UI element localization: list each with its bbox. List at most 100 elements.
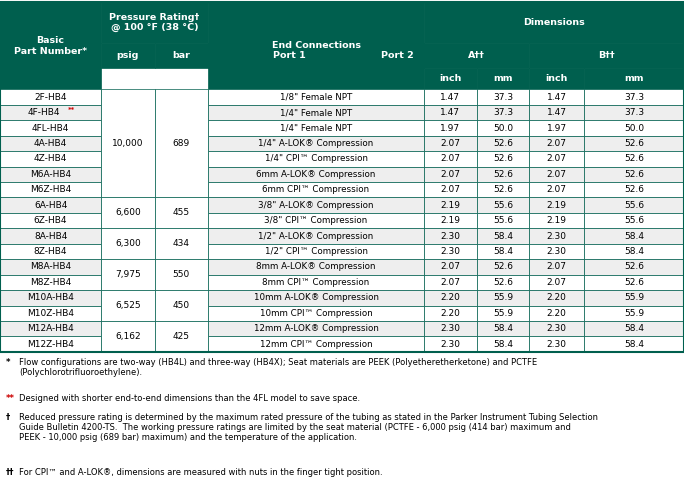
Bar	[424, 290, 477, 306]
Text: 10mm CPI™ Compression: 10mm CPI™ Compression	[260, 309, 372, 318]
Bar	[529, 120, 584, 136]
Bar	[0, 2, 101, 90]
Text: 4FL-HB4: 4FL-HB4	[32, 123, 69, 133]
Text: 52.6: 52.6	[624, 278, 644, 287]
Bar	[0, 290, 101, 306]
Text: 2.30: 2.30	[440, 340, 460, 348]
Text: For CPI™ and A-LOK®, dimensions are measured with nuts in the finger tight posit: For CPI™ and A-LOK®, dimensions are meas…	[19, 468, 383, 477]
Bar	[101, 259, 155, 290]
Text: 1/2" CPI™ Compression: 1/2" CPI™ Compression	[265, 247, 367, 256]
Text: 2.19: 2.19	[440, 201, 460, 210]
Bar	[424, 244, 477, 259]
Bar	[0, 182, 101, 198]
Bar	[584, 228, 684, 244]
Text: 455: 455	[172, 208, 190, 217]
Text: End Connections: End Connections	[272, 41, 360, 51]
Text: 2.07: 2.07	[440, 278, 460, 287]
Bar	[208, 151, 424, 167]
Text: 2.30: 2.30	[547, 324, 567, 333]
Text: 3/8" A-LOK® Compression: 3/8" A-LOK® Compression	[259, 201, 373, 210]
Text: 1.47: 1.47	[547, 108, 567, 117]
Text: 6mm A-LOK® Compression: 6mm A-LOK® Compression	[256, 170, 376, 179]
Bar	[477, 290, 529, 306]
Text: ††: ††	[5, 468, 14, 477]
Bar	[0, 90, 101, 105]
Bar	[0, 167, 101, 182]
Text: 52.6: 52.6	[624, 139, 644, 148]
Text: 425: 425	[173, 332, 189, 341]
Text: 52.6: 52.6	[493, 263, 513, 271]
Bar	[584, 290, 684, 306]
Text: 50.0: 50.0	[624, 123, 644, 133]
Text: **: **	[68, 107, 75, 113]
Bar	[101, 90, 155, 198]
Text: 52.6: 52.6	[624, 170, 644, 179]
Bar	[529, 151, 584, 167]
Bar	[0, 105, 101, 120]
Bar	[0, 228, 101, 244]
Text: Basic
Part Number*: Basic Part Number*	[14, 36, 87, 55]
Text: 2.20: 2.20	[440, 309, 460, 318]
Text: 52.6: 52.6	[493, 170, 513, 179]
Text: 1/4" CPI™ Compression: 1/4" CPI™ Compression	[265, 154, 367, 163]
Text: mm: mm	[493, 74, 513, 83]
Bar	[529, 42, 684, 68]
Bar	[477, 228, 529, 244]
Text: 55.9: 55.9	[493, 309, 513, 318]
Bar	[584, 306, 684, 321]
Bar	[208, 259, 424, 275]
Text: 10,000: 10,000	[112, 139, 144, 148]
Bar	[529, 198, 584, 213]
Bar	[208, 42, 371, 68]
Text: 450: 450	[172, 301, 190, 310]
Text: 2.19: 2.19	[440, 216, 460, 225]
Bar	[208, 136, 424, 151]
Bar	[0, 213, 101, 228]
Text: 52.6: 52.6	[624, 263, 644, 271]
Text: 58.4: 58.4	[624, 340, 644, 348]
Bar	[155, 321, 208, 352]
Bar	[477, 120, 529, 136]
Text: 58.4: 58.4	[493, 324, 513, 333]
Text: Port 2: Port 2	[381, 51, 414, 60]
Text: 2.07: 2.07	[440, 185, 460, 194]
Bar	[0, 2, 684, 352]
Bar	[155, 198, 208, 228]
Bar	[584, 105, 684, 120]
Text: **: **	[5, 394, 14, 403]
Bar	[155, 90, 208, 198]
Bar	[424, 42, 529, 68]
Text: 6mm CPI™ Compression: 6mm CPI™ Compression	[263, 185, 369, 194]
Bar	[208, 321, 424, 336]
Bar	[477, 244, 529, 259]
Text: 37.3: 37.3	[624, 93, 644, 102]
Text: 2.07: 2.07	[440, 170, 460, 179]
Text: 2.19: 2.19	[547, 216, 567, 225]
Bar	[529, 321, 584, 336]
Text: M12Z-HB4: M12Z-HB4	[27, 340, 74, 348]
Bar	[208, 290, 424, 306]
Bar	[208, 213, 424, 228]
Text: 2.20: 2.20	[547, 309, 567, 318]
Bar	[0, 336, 101, 352]
Bar	[477, 306, 529, 321]
Text: 6Z-HB4: 6Z-HB4	[34, 216, 67, 225]
Bar	[208, 120, 424, 136]
Text: 2.07: 2.07	[547, 185, 567, 194]
Bar	[208, 198, 424, 213]
Text: 1/4" Female NPT: 1/4" Female NPT	[280, 108, 352, 117]
Bar	[424, 306, 477, 321]
Text: 55.6: 55.6	[493, 201, 513, 210]
Text: 12mm CPI™ Compression: 12mm CPI™ Compression	[260, 340, 372, 348]
Bar	[424, 321, 477, 336]
Text: 6,600: 6,600	[115, 208, 141, 217]
Text: 2.07: 2.07	[547, 139, 567, 148]
Text: 2.30: 2.30	[547, 340, 567, 348]
Text: 434: 434	[173, 239, 189, 248]
Text: 52.6: 52.6	[493, 154, 513, 163]
Text: 55.6: 55.6	[493, 216, 513, 225]
Bar	[477, 321, 529, 336]
Text: 1.97: 1.97	[547, 123, 567, 133]
Bar	[529, 68, 584, 90]
Bar	[424, 151, 477, 167]
